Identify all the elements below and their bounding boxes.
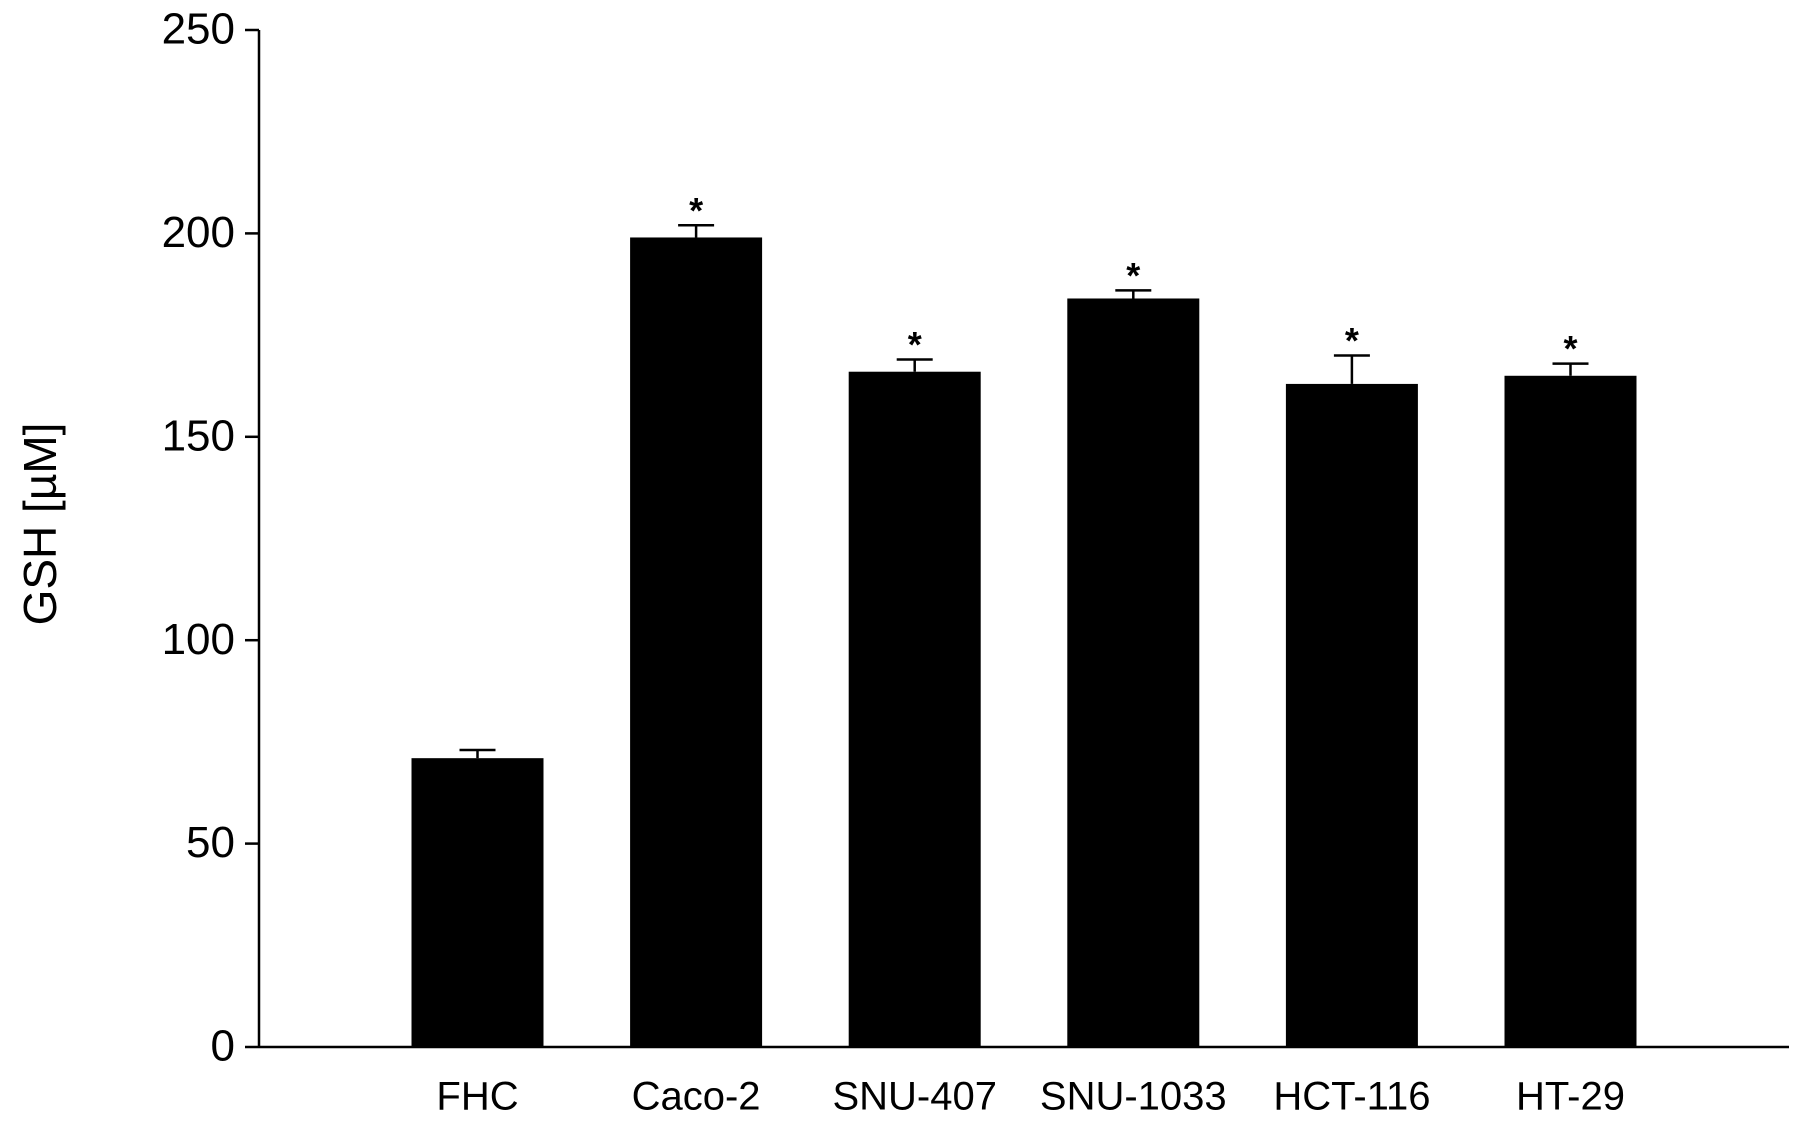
y-tick-label: 0: [211, 1022, 235, 1071]
x-tick-label: FHC: [436, 1075, 518, 1119]
significance-mark: *: [689, 190, 703, 231]
y-tick-label: 200: [162, 208, 235, 257]
bar: [630, 237, 763, 1047]
y-tick-label: 100: [162, 615, 235, 664]
bar: [848, 371, 981, 1047]
significance-mark: *: [1345, 320, 1359, 361]
y-tick-label: 50: [186, 818, 235, 867]
x-tick-label: SNU-407: [832, 1075, 997, 1119]
bar: [1067, 298, 1200, 1047]
x-tick-label: HT-29: [1516, 1075, 1625, 1119]
y-tick-label: 250: [162, 5, 235, 54]
x-tick-label: HCT-116: [1273, 1075, 1430, 1119]
y-tick-label: 150: [162, 411, 235, 460]
x-tick-label: Caco-2: [632, 1075, 761, 1119]
bar: [411, 758, 544, 1047]
x-tick-label: SNU-1033: [1040, 1075, 1227, 1119]
significance-mark: *: [1126, 255, 1140, 296]
bar: [1504, 375, 1637, 1047]
bar: [1285, 383, 1418, 1047]
significance-mark: *: [908, 324, 922, 365]
significance-mark: *: [1563, 328, 1577, 369]
y-axis-label: GSH [µM]: [14, 423, 66, 626]
